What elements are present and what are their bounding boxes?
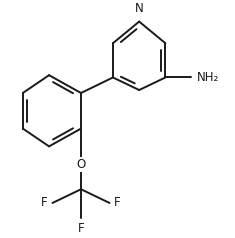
Text: O: O <box>76 158 86 171</box>
Text: N: N <box>135 2 144 15</box>
Text: F: F <box>114 196 121 209</box>
Text: F: F <box>41 196 48 209</box>
Text: F: F <box>78 222 84 235</box>
Text: NH₂: NH₂ <box>197 71 219 84</box>
